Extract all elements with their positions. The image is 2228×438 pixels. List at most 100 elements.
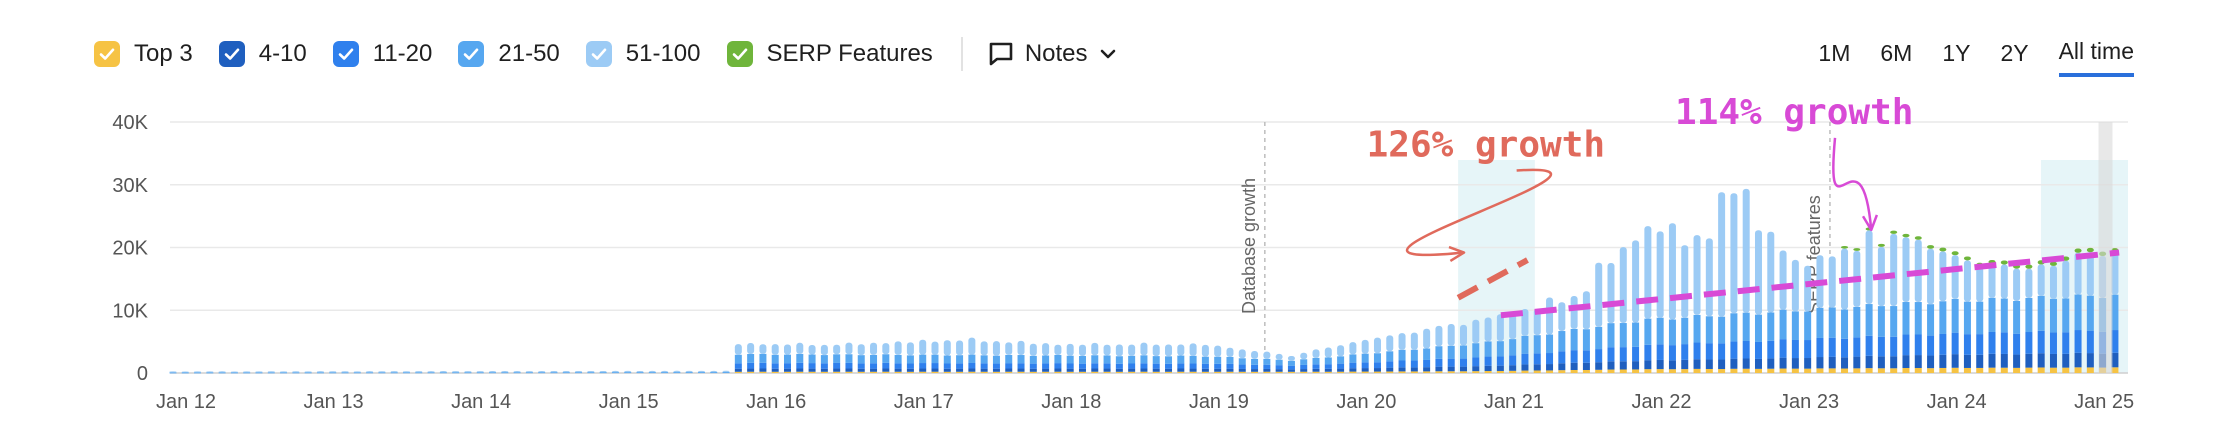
range-all-time[interactable]: All time xyxy=(2058,38,2134,77)
checkbox-top3[interactable] xyxy=(94,41,120,67)
bar-segment xyxy=(1435,371,1443,373)
annotation-label: 114% growth xyxy=(1675,92,1913,133)
bar-segment xyxy=(1877,243,1885,247)
checkbox-4-10[interactable] xyxy=(218,41,245,67)
bar-segment xyxy=(353,372,361,374)
bar-segment xyxy=(1681,369,1689,373)
bar-segment xyxy=(1902,237,1910,303)
bar-segment xyxy=(1804,311,1812,341)
bar-segment xyxy=(857,355,865,364)
bar-segment xyxy=(1029,368,1037,372)
bar-segment xyxy=(1546,297,1554,335)
bar-segment xyxy=(1570,296,1578,329)
bar-segment xyxy=(1546,334,1554,354)
legend-item-11-20[interactable]: 11-20 xyxy=(332,40,432,68)
bar-segment xyxy=(1103,363,1111,369)
bar-segment xyxy=(992,371,1000,373)
bar-segment xyxy=(1988,367,1996,373)
bar-segment xyxy=(1337,363,1345,369)
checkbox-51-100[interactable] xyxy=(585,41,612,67)
bar-segment xyxy=(1189,371,1197,373)
bar-segment xyxy=(2111,252,2119,295)
bar-segment xyxy=(1816,337,1824,358)
bar-segment xyxy=(1963,367,1971,373)
bar-segment xyxy=(1460,371,1468,373)
bar-segment xyxy=(796,371,804,373)
bar-segment xyxy=(1754,314,1762,342)
bar-segment xyxy=(439,372,447,374)
bar-segment xyxy=(1939,251,1947,302)
bar-segment xyxy=(833,362,841,369)
legend-item-4-10[interactable]: 4-10 xyxy=(218,40,307,68)
bar-segment xyxy=(1865,335,1873,356)
bar-segment xyxy=(1349,368,1357,372)
bar-segment xyxy=(1447,358,1455,367)
range-1y[interactable]: 1Y xyxy=(1942,40,1971,66)
range-1m[interactable]: 1M xyxy=(1818,40,1851,66)
bar-segment xyxy=(1509,314,1517,340)
bar-segment xyxy=(1963,334,1971,355)
checkbox-11-20[interactable] xyxy=(332,41,359,67)
notes-dropdown[interactable]: Notes xyxy=(987,40,1118,68)
bar-segment xyxy=(1201,371,1209,373)
bar-segment xyxy=(2111,294,2119,331)
bar-segment xyxy=(206,372,214,374)
bar-segment xyxy=(1914,355,1922,369)
bar-segment xyxy=(1632,346,1640,362)
bar-segment xyxy=(1767,340,1775,359)
range-2y[interactable]: 2Y xyxy=(2000,40,2029,66)
bar-segment xyxy=(366,372,374,374)
bar-segment xyxy=(1152,371,1160,373)
bar-segment xyxy=(1447,366,1455,372)
bar-segment xyxy=(1152,368,1160,372)
legend-item-serp-features[interactable]: SERP Features xyxy=(726,40,933,68)
bar-segment xyxy=(820,344,828,356)
bar-segment xyxy=(341,372,349,374)
bar-segment xyxy=(1939,301,1947,334)
bar-segment xyxy=(1779,309,1787,340)
bar-segment xyxy=(1423,359,1431,368)
bar-segment xyxy=(636,372,644,374)
bar-segment xyxy=(1373,362,1381,369)
bar-segment xyxy=(1140,363,1148,369)
bar-segment xyxy=(1828,256,1836,308)
bar-segment xyxy=(1177,368,1185,372)
bar-segment xyxy=(1767,368,1775,373)
bar-segment xyxy=(820,355,828,364)
x-tick-label: Jan 13 xyxy=(304,391,364,413)
legend-item-21-50[interactable]: 21-50 xyxy=(458,40,560,68)
checkbox-serp-features[interactable] xyxy=(726,41,753,67)
bar-segment xyxy=(439,371,447,373)
bar-segment xyxy=(329,371,337,373)
bar-segment xyxy=(931,363,939,369)
checkbox-21-50[interactable] xyxy=(458,41,485,67)
bar-segment xyxy=(427,372,435,374)
bar-segment xyxy=(943,368,951,372)
bar-segment xyxy=(1902,355,1910,369)
bar-segment xyxy=(1570,369,1578,373)
range-6m[interactable]: 6M xyxy=(1880,40,1913,66)
bar-segment xyxy=(538,372,546,374)
bar-segment xyxy=(1853,368,1861,373)
bar-segment xyxy=(1902,334,1910,356)
bar-segment xyxy=(1472,366,1480,372)
bar-segment xyxy=(1914,302,1922,335)
bar-segment xyxy=(980,341,988,356)
bar-segment xyxy=(943,363,951,369)
bar-segment xyxy=(820,371,828,373)
bar-segment xyxy=(1410,332,1418,350)
bar-segment xyxy=(931,354,939,364)
bar-segment xyxy=(1435,366,1443,372)
bar-segment xyxy=(1054,354,1062,364)
bar-segment xyxy=(1988,297,1996,332)
bar-segment xyxy=(1189,363,1197,369)
legend-item-top3[interactable]: Top 3 xyxy=(94,40,193,68)
bar-segment xyxy=(476,372,484,374)
bar-segment xyxy=(1484,317,1492,342)
legend-item-51-100[interactable]: 51-100 xyxy=(585,40,701,68)
bar-segment xyxy=(1238,358,1246,365)
bar-segment xyxy=(1214,356,1222,364)
bar-segment xyxy=(1668,369,1676,373)
bar-segment xyxy=(1742,312,1750,341)
x-tick-label: Jan 19 xyxy=(1189,391,1249,413)
